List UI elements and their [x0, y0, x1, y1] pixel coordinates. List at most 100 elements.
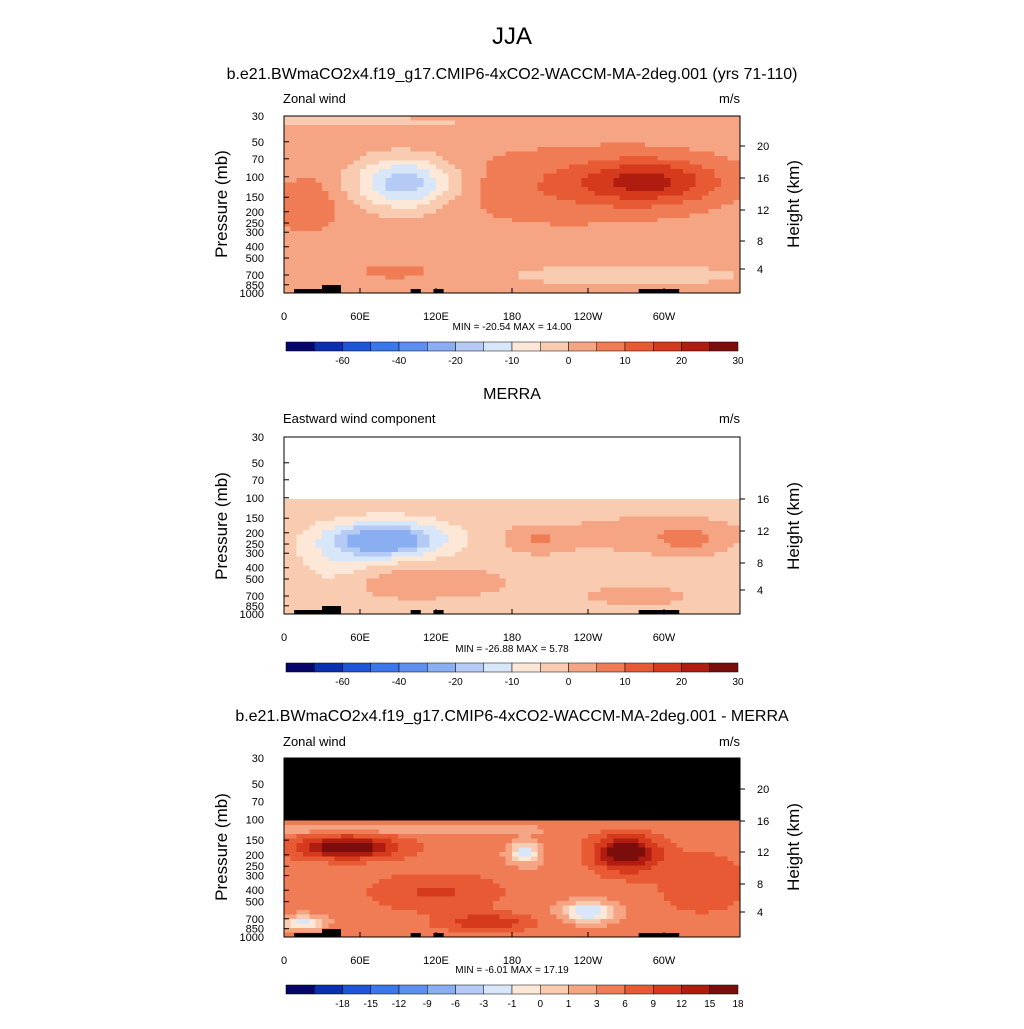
contour-cell [689, 556, 696, 561]
contour-cell [613, 125, 620, 130]
contour-cell [398, 253, 405, 258]
contour-cell [727, 151, 734, 156]
contour-cell [442, 481, 449, 486]
contour-cell [677, 160, 684, 165]
contour-cell [677, 455, 684, 460]
contour-cell [626, 275, 633, 280]
contour-cell [373, 209, 380, 214]
contour-cell [392, 517, 399, 522]
contour-cell [461, 503, 468, 508]
contour-cell [569, 213, 576, 218]
contour-cell [316, 490, 323, 495]
contour-cell [658, 143, 665, 148]
contour-cell [417, 539, 424, 544]
contour-cell [449, 526, 456, 531]
contour-cell [670, 472, 677, 477]
contour-cell [607, 441, 614, 446]
contour-cell [613, 227, 620, 232]
contour-cell [341, 222, 348, 227]
contour-cell [658, 468, 665, 473]
contour-cell [341, 446, 348, 451]
contour-cell [347, 556, 354, 561]
contour-cell [525, 455, 532, 460]
contour-cell [607, 503, 614, 508]
colorbar-box [682, 342, 710, 351]
contour-cell [569, 178, 576, 183]
contour-cell [499, 116, 506, 121]
contour-cell [449, 275, 456, 280]
contour-cell [411, 464, 418, 469]
x-tick-label: 0 [281, 311, 287, 323]
contour-cell [290, 143, 297, 148]
contour-cell [436, 464, 443, 469]
contour-cell [651, 455, 658, 460]
contour-cell [379, 556, 386, 561]
contour-cell [550, 227, 557, 232]
contour-cell [347, 174, 354, 179]
contour-cell [493, 134, 500, 139]
contour-cell [639, 249, 646, 254]
contour-cell [309, 120, 316, 125]
contour-cell [430, 495, 437, 500]
contour-cell [607, 174, 614, 179]
contour-cell [366, 244, 373, 249]
contour-cell [721, 205, 728, 210]
contour-cell [664, 477, 671, 482]
contour-cell [423, 125, 430, 130]
contour-cell [341, 191, 348, 196]
contour-cell [721, 138, 728, 143]
contour-cell [487, 275, 494, 280]
contour-cell [392, 486, 399, 491]
contour-cell [468, 521, 475, 526]
contour-cell [689, 134, 696, 139]
contour-cell [563, 271, 570, 276]
contour-cell [379, 552, 386, 557]
contour-cell [702, 174, 709, 179]
contour-cell [727, 227, 734, 232]
contour-cell [556, 441, 563, 446]
contour-cell [658, 526, 665, 531]
contour-cell [601, 160, 608, 165]
contour-cell [385, 441, 392, 446]
contour-cell [417, 116, 424, 121]
contour-cell [335, 231, 342, 236]
contour-cell [506, 455, 513, 460]
contour-cell [626, 271, 633, 276]
contour-cell [335, 235, 342, 240]
contour-cell [550, 468, 557, 473]
contour-cell [708, 200, 715, 205]
contour-cell [290, 196, 297, 201]
contour-cell [556, 235, 563, 240]
contour-cell [430, 151, 437, 156]
contour-cell [335, 138, 342, 143]
contour-cell [708, 258, 715, 263]
contour-cell [651, 125, 658, 130]
contour-cell [442, 209, 449, 214]
contour-cell [379, 539, 386, 544]
contour-cell [556, 138, 563, 143]
contour-cell [670, 253, 677, 258]
contour-cell [506, 521, 513, 526]
contour-cell [461, 182, 468, 187]
contour-cell [689, 266, 696, 271]
contour-cell [297, 129, 304, 134]
contour-cell [651, 258, 658, 263]
contour-cell [708, 543, 715, 548]
contour-cell [392, 262, 399, 267]
contour-cell [290, 147, 297, 152]
contour-cell [518, 490, 525, 495]
contour-cell [563, 503, 570, 508]
contour-cell [531, 556, 538, 561]
contour-cell [449, 222, 456, 227]
contour-cell [303, 249, 310, 254]
contour-cell [480, 116, 487, 121]
contour-cell [651, 160, 658, 165]
contour-cell [594, 446, 601, 451]
contour-cell [677, 446, 684, 451]
contour-cell [493, 512, 500, 517]
contour-cell [626, 160, 633, 165]
contour-cell [601, 486, 608, 491]
contour-cell [309, 125, 316, 130]
contour-cell [417, 120, 424, 125]
contour-cell [689, 218, 696, 223]
